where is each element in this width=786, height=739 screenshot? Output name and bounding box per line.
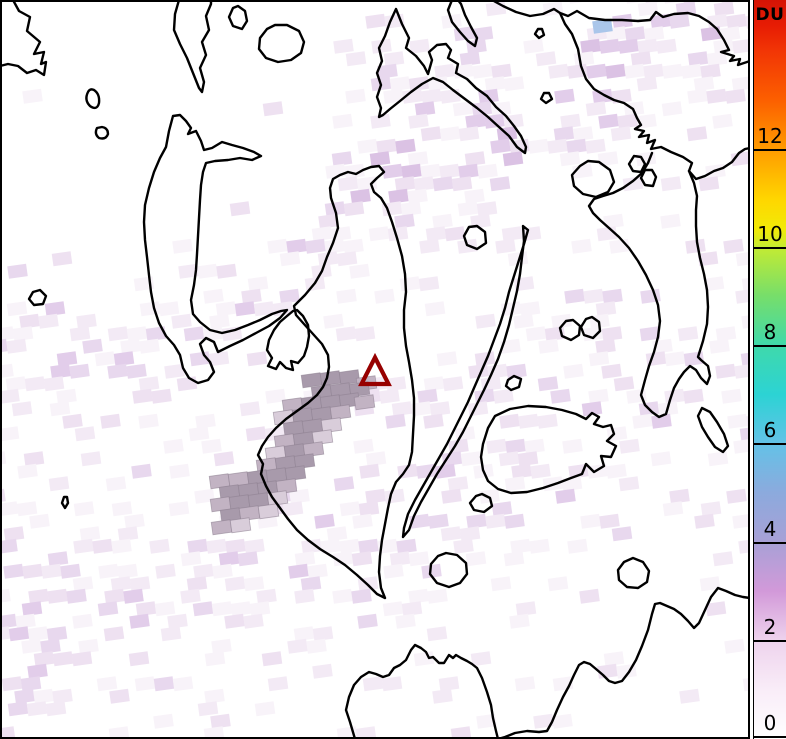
colorbar-ticklabel-0: 0 [763,711,777,735]
colorbar-ticklabel-4: 4 [763,517,777,541]
coastline-masbate [375,7,528,155]
noise-pixel-extra [592,18,613,34]
coastline-islet-small-nw [94,125,110,140]
map-area [0,0,750,739]
coastline-islet-ne-1 [533,27,546,40]
plume-cell [300,372,323,389]
plume-cell [353,394,376,411]
noise-pixel-layer [0,0,750,739]
plume-cell [210,519,233,536]
colorbar-ticklabel-2: 2 [763,615,777,639]
coastline-leyte [587,151,712,419]
coastline-bantayan [462,224,488,251]
coastline-ticao [446,0,479,48]
coastline-panglao [468,492,494,514]
coastline-mindanao-north-coast [344,586,750,739]
plume-cell [320,417,343,434]
coastline-daram-1 [627,154,647,174]
plume-cell [284,465,307,482]
plume-cell [275,478,298,495]
coastline-panay [142,113,289,385]
plume-cell [229,517,252,534]
colorbar-unit-label: DU [755,5,785,25]
coastline-samar-west-south [558,11,750,181]
coastline-camotes-2 [579,315,602,340]
volcano-marker-icon [358,352,392,387]
colorbar-tickline-6 [754,443,786,445]
plume-cell [257,503,280,520]
coastline-islet-sw-sliver [60,495,70,510]
coastline-siquijor [428,551,469,589]
colorbar-tickline-0 [754,736,786,738]
colorbar-ticklabel-6: 6 [763,418,777,442]
colorbar: 12 10 8 6 4 2 0 DU [753,0,786,739]
coastline-cebu [401,224,530,539]
plume-cell [329,404,352,421]
colorbar-gradient [754,0,786,739]
plume-cell [338,369,361,386]
colorbar-ticklabel-10: 10 [757,222,783,246]
coastline-tablas-peninsula [0,0,48,77]
coastline-camotes-1 [558,318,582,342]
coastline-daram-2 [639,168,658,188]
coastline-guimaras [265,308,311,372]
plume-pixel-layer [208,369,378,536]
coastline-layer [0,0,750,739]
colorbar-ticklabel-8: 8 [763,320,777,344]
coastline-bohol [479,404,618,495]
coastline-biliran [570,159,616,199]
coastline-mactan [504,374,523,392]
colorbar-tickline-2 [754,640,786,642]
coastline-panaon [696,406,730,454]
plume-cell [311,429,334,446]
coastline-romblon-sliver [172,0,213,94]
coastline-sibuyan [257,23,306,64]
coastline-negros [256,164,416,600]
colorbar-tickline-4 [754,542,786,544]
colorbar-tickline-10 [754,247,786,249]
coastline-camiguin [616,556,651,590]
colorbar-tickline-12 [754,149,786,151]
colorbar-ticklabel-12: 12 [757,124,783,148]
coastline-islet-north [227,4,249,31]
colorbar-tickline-8 [754,345,786,347]
plume-cell [293,453,316,470]
coastline-islet-comma [85,88,101,110]
plume-cell [302,441,325,458]
map-svg [0,0,750,739]
coastline-islet-west [27,288,48,307]
coastline-islet-ne-2 [539,91,554,105]
coastline-samar-north [490,0,750,67]
